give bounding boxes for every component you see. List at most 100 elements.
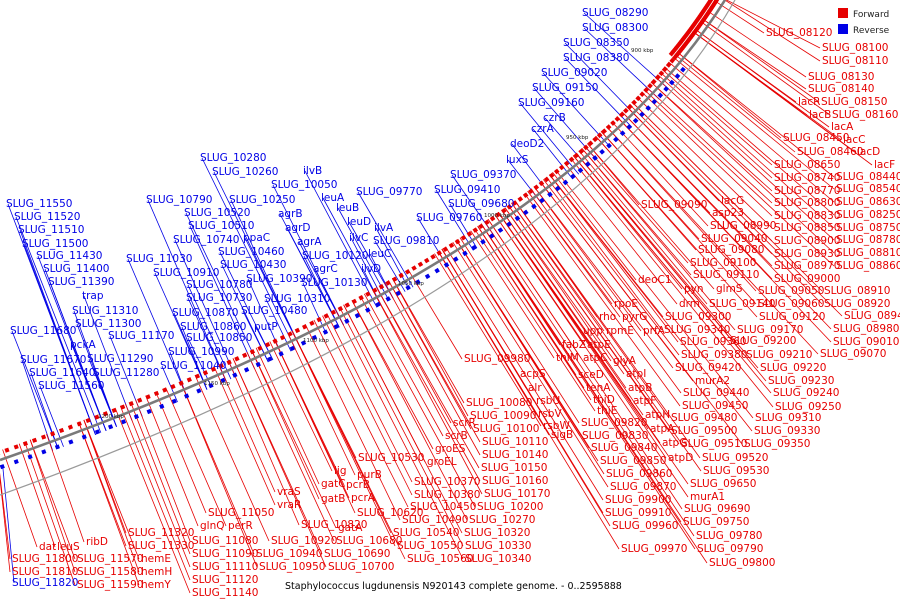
gene-label: SLUG_09160 xyxy=(518,97,584,109)
forward-feature xyxy=(643,87,649,93)
gene-label: SLUG_10260 xyxy=(212,166,278,178)
forward-feature xyxy=(279,334,286,341)
reverse-feature xyxy=(120,419,127,425)
forward-feature xyxy=(548,172,555,179)
gene-label: SLUG_09370 xyxy=(450,169,516,181)
gene-label: SLUG_09790 xyxy=(697,543,763,555)
gene-label: SLUG_09210 xyxy=(746,349,812,361)
gene-label: SLUG_09110 xyxy=(693,269,759,281)
gene-label: sceD xyxy=(578,369,604,381)
reverse-feature xyxy=(547,191,553,198)
gene-label: leuB xyxy=(336,202,359,214)
gene-label: SLUG_08770 xyxy=(774,185,840,197)
forward-leader-line xyxy=(707,10,807,78)
forward-leader-line xyxy=(487,218,683,510)
reverse-feature xyxy=(159,403,165,410)
reverse-feature xyxy=(13,459,19,465)
tick-1100-kbp: 1100 kbp xyxy=(303,338,329,344)
gene-label: SLUG_08350 xyxy=(563,37,629,49)
gene-label: lacC xyxy=(843,134,865,146)
gene-label: scrB xyxy=(445,430,468,442)
gene-label: SLUG_11140 xyxy=(192,587,258,599)
reverse-feature xyxy=(243,367,250,373)
forward-leader-line xyxy=(701,18,820,103)
reverse-feature xyxy=(657,92,664,99)
forward-feature xyxy=(337,306,344,312)
reverse-feature xyxy=(220,377,226,384)
forward-feature xyxy=(478,223,484,230)
reverse-feature xyxy=(584,161,591,167)
gene-label: SLUG_10170 xyxy=(484,488,550,500)
forward-feature xyxy=(287,331,293,337)
gene-label: SLUG_11570 xyxy=(77,553,143,565)
gene-label: SLUG_09680 xyxy=(448,198,514,210)
gene-label: SLUG_10860 xyxy=(180,321,246,333)
forward-leader-line xyxy=(351,300,434,450)
forward-leader-line xyxy=(650,81,773,192)
gene-label: SLUG_11110 xyxy=(192,561,258,573)
reverse-feature xyxy=(196,388,202,394)
gene-label: SLUG_10310 xyxy=(264,293,330,305)
forward-feature xyxy=(466,231,473,237)
forward-feature xyxy=(111,407,117,414)
forward-leader-line xyxy=(273,339,356,514)
gene-label: lacG xyxy=(721,195,744,207)
gene-label: ilvD xyxy=(361,263,381,275)
gene-label: SLUG_08540 xyxy=(836,183,900,195)
forward-leader-line xyxy=(29,439,76,560)
forward-leader-line xyxy=(372,289,481,482)
gene-label: SLUG_10090 xyxy=(470,410,536,422)
reverse-feature xyxy=(443,262,450,268)
reverse-leader-line xyxy=(304,170,378,308)
gene-label: atpB xyxy=(628,382,652,394)
reverse-feature xyxy=(255,361,261,368)
gene-label: SLUG_10790 xyxy=(146,194,212,206)
gene-label: SLUG_09020 xyxy=(541,67,607,79)
gene-label: leuC xyxy=(368,248,391,260)
forward-leader-line xyxy=(470,230,555,359)
gene-label: hemY xyxy=(141,579,171,591)
gene-label: vraR xyxy=(277,499,301,511)
gene-label: SLUG_08920 xyxy=(824,298,890,310)
forward-feature xyxy=(257,345,263,351)
forward-leader-line xyxy=(2,449,38,548)
forward-leader-line xyxy=(477,225,592,401)
gene-label: SLUG_11520 xyxy=(14,211,80,223)
gene-label: SLUG_08290 xyxy=(582,7,648,19)
reverse-feature xyxy=(415,279,421,285)
forward-leader-line xyxy=(456,239,581,437)
gene-label: SLUG_10990 xyxy=(168,346,234,358)
gene-label: SLUG_10740 xyxy=(173,234,239,246)
gene-label: SLUG_11310 xyxy=(72,305,138,317)
gene-label: SLUG_08970 xyxy=(774,260,840,272)
reverse-feature xyxy=(562,179,569,186)
gene-label: SLUG_09060 xyxy=(758,298,824,310)
gene-label: SLUG_09860 xyxy=(606,468,672,480)
forward-feature xyxy=(365,291,371,297)
gene-label: tenA xyxy=(586,382,611,394)
forward-leader-line xyxy=(626,106,720,202)
forward-leader-line xyxy=(674,54,796,153)
forward-feature xyxy=(631,99,637,106)
reverse-leader-line xyxy=(83,295,133,421)
gene-label: SLUG_09040 xyxy=(701,233,767,245)
gene-label: atpA xyxy=(650,423,675,435)
forward-leader-line xyxy=(701,18,807,90)
reverse-feature xyxy=(267,356,273,362)
forward-leader-line xyxy=(119,405,191,581)
forward-feature xyxy=(145,394,151,400)
gene-label: prfA xyxy=(643,325,666,337)
gene-label: SLUG_09300 xyxy=(665,311,731,323)
forward-feature xyxy=(651,78,657,85)
reverse-feature xyxy=(322,329,329,335)
gene-label: SLUG_09770 xyxy=(356,186,422,198)
forward-feature xyxy=(472,227,479,233)
reverse-leader-line xyxy=(357,191,414,288)
gene-label: SLUG_10560 xyxy=(407,553,473,565)
reverse-feature xyxy=(311,334,318,341)
forward-feature xyxy=(22,441,28,447)
gene-label: SLUG_10150 xyxy=(481,462,547,474)
forward-feature xyxy=(665,62,672,68)
forward-feature xyxy=(128,401,134,407)
forward-leader-line xyxy=(255,347,320,485)
